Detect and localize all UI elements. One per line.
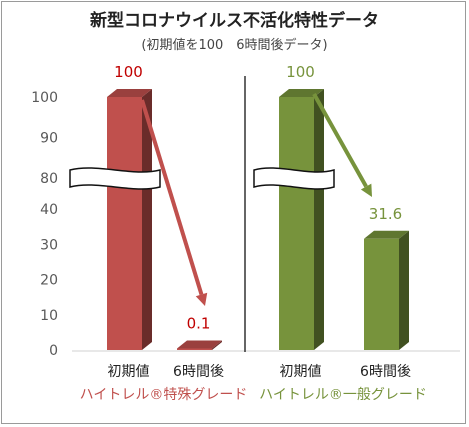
bar-top — [364, 230, 409, 239]
series-label: ハイトレル®特殊グレード — [80, 387, 248, 403]
data-label: 31.6 — [369, 205, 402, 223]
y-tick-label: 40 — [40, 202, 58, 218]
bar — [364, 238, 399, 350]
y-tick-label: 100 — [31, 90, 58, 106]
x-tick-label: 初期値 — [280, 363, 322, 380]
axis-break-right — [253, 167, 335, 190]
decline-arrow-general — [312, 93, 368, 188]
y-tick-label: 0 — [49, 343, 58, 359]
x-tick-label: 6時間後 — [173, 364, 224, 380]
bar-side — [314, 89, 324, 350]
chart-subtitle: (初期値を100 6時間後データ) — [141, 38, 328, 53]
bar-side — [142, 89, 152, 350]
y-tick-label: 90 — [40, 131, 58, 147]
series-label: ハイトレル®一般グレード — [259, 387, 427, 403]
bar-top — [177, 340, 222, 349]
x-tick-label: 6時間後 — [360, 364, 411, 380]
bar — [107, 97, 142, 350]
decline-arrow-general-head — [360, 183, 372, 197]
y-tick-label: 30 — [40, 237, 58, 253]
y-tick-label: 80 — [40, 171, 58, 187]
data-label: 100 — [114, 63, 143, 81]
bar — [279, 97, 314, 350]
data-label: 0.1 — [187, 315, 211, 333]
data-label: 100 — [286, 63, 315, 81]
y-tick-label: 10 — [40, 308, 58, 324]
y-tick-label: 20 — [40, 273, 58, 289]
bar-top — [107, 89, 152, 97]
decline-arrow-special — [140, 99, 204, 296]
axis-break-left — [69, 167, 161, 190]
bar — [177, 348, 212, 350]
decline-arrow-special-head — [195, 292, 208, 306]
bar-side — [212, 340, 222, 350]
chart-title: 新型コロナウイルス不活化特性データ — [90, 11, 379, 31]
bar-side — [399, 230, 409, 350]
x-tick-label: 初期値 — [108, 363, 150, 380]
